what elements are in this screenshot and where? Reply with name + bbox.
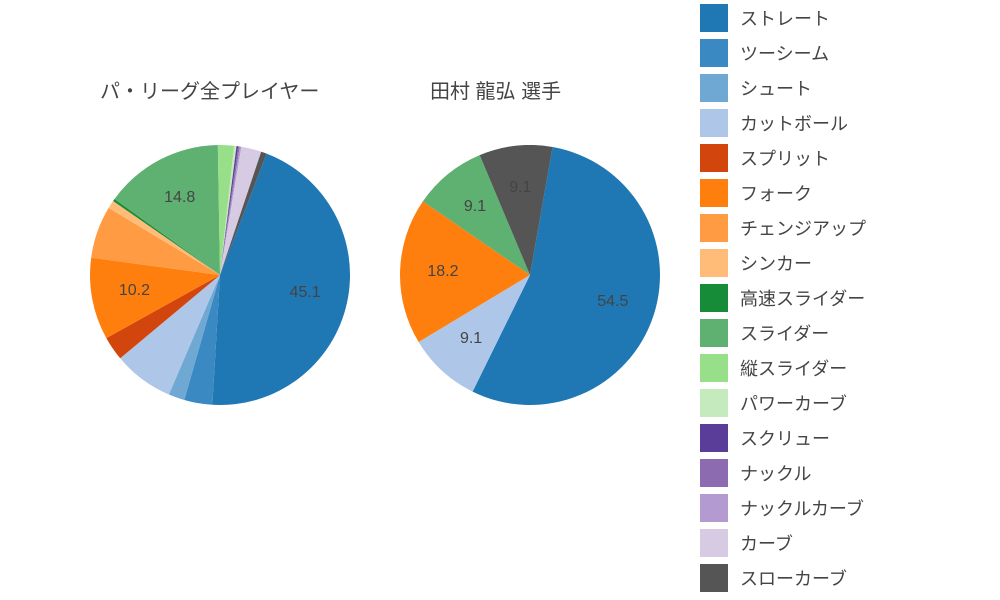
legend-label: チェンジアップ: [740, 215, 866, 241]
legend-item-changeup: チェンジアップ: [700, 210, 990, 245]
legend-swatch: [700, 249, 728, 277]
legend-swatch: [700, 39, 728, 67]
legend-label: スプリット: [740, 145, 830, 171]
legend-swatch: [700, 214, 728, 242]
legend-swatch: [700, 459, 728, 487]
legend-swatch: [700, 494, 728, 522]
legend-label: 縦スライダー: [740, 355, 847, 381]
legend-label: カーブ: [740, 530, 793, 556]
legend-swatch: [700, 4, 728, 32]
legend-item-knuckle: ナックル: [700, 455, 990, 490]
legend-label: 高速スライダー: [740, 285, 865, 311]
legend-item-slider: スライダー: [700, 315, 990, 350]
chart-title-league: パ・リーグ全プレイヤー: [100, 75, 319, 104]
legend-item-straight: ストレート: [700, 0, 990, 35]
legend-label: ナックルカーブ: [740, 495, 864, 521]
legend-item-screwball: スクリュー: [700, 420, 990, 455]
legend-swatch: [700, 424, 728, 452]
legend-label: ツーシーム: [740, 40, 829, 66]
legend-item-fast_slider: 高速スライダー: [700, 280, 990, 315]
legend-swatch: [700, 389, 728, 417]
pie-chart-player: 54.59.118.29.19.1: [400, 145, 660, 405]
legend-item-shoot: シュート: [700, 70, 990, 105]
legend-item-curve: カーブ: [700, 525, 990, 560]
legend-item-sinker: シンカー: [700, 245, 990, 280]
legend-swatch: [700, 74, 728, 102]
legend-label: フォーク: [740, 180, 812, 206]
legend: ストレートツーシームシュートカットボールスプリットフォークチェンジアップシンカー…: [700, 0, 990, 595]
legend-swatch: [700, 284, 728, 312]
legend-label: カットボール: [740, 110, 848, 136]
figure-root: 45.110.214.8 パ・リーグ全プレイヤー 54.59.118.29.19.1…: [0, 0, 1000, 600]
legend-item-slow_curve: スローカーブ: [700, 560, 990, 595]
legend-swatch: [700, 144, 728, 172]
legend-label: スクリュー: [740, 425, 830, 451]
pie-chart-league: 45.110.214.8: [90, 145, 350, 405]
legend-item-power_curve: パワーカーブ: [700, 385, 990, 420]
legend-label: シンカー: [740, 250, 812, 276]
legend-label: ストレート: [740, 5, 830, 31]
legend-label: ナックル: [740, 460, 811, 486]
legend-swatch: [700, 319, 728, 347]
legend-swatch: [700, 354, 728, 382]
pie-svg: [90, 145, 350, 405]
legend-label: スライダー: [740, 320, 829, 346]
chart-title-player: 田村 龍弘 選手: [430, 75, 561, 104]
legend-swatch: [700, 529, 728, 557]
legend-item-forkball: フォーク: [700, 175, 990, 210]
legend-label: スローカーブ: [740, 565, 847, 591]
legend-item-cut_ball: カットボール: [700, 105, 990, 140]
legend-item-vertical_slider: 縦スライダー: [700, 350, 990, 385]
pie-svg: [400, 145, 660, 405]
legend-label: パワーカーブ: [740, 390, 847, 416]
legend-item-two_seam: ツーシーム: [700, 35, 990, 70]
legend-label: シュート: [740, 75, 812, 101]
legend-swatch: [700, 179, 728, 207]
legend-item-split: スプリット: [700, 140, 990, 175]
legend-item-knuckle_curve: ナックルカーブ: [700, 490, 990, 525]
legend-swatch: [700, 109, 728, 137]
legend-swatch: [700, 564, 728, 592]
